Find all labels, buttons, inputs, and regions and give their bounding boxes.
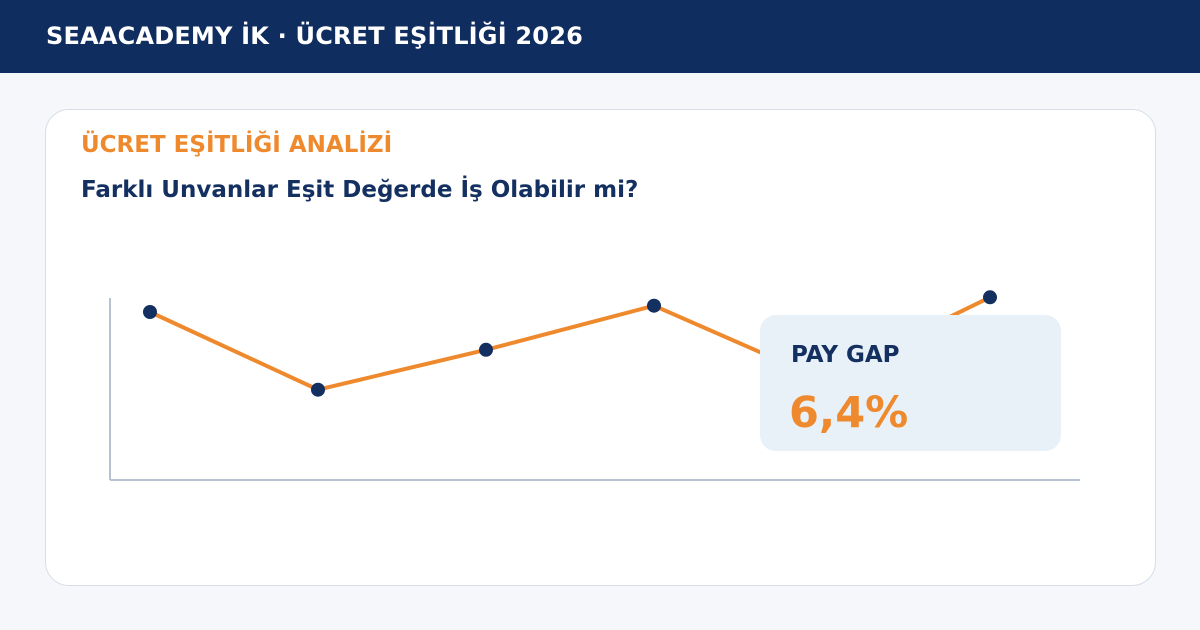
header-title: SEAACADEMY İK · ÜCRET EŞİTLİĞİ 2026: [46, 22, 583, 50]
card-eyebrow: ÜCRET EŞİTLİĞİ ANALİZİ: [81, 132, 393, 158]
pay-gap-value: 6,4%: [789, 388, 909, 438]
pay-gap-label: PAY GAP: [791, 342, 900, 368]
card-headline: Farklı Unvanlar Eşit Değerde İş Olabilir…: [81, 177, 639, 203]
header-bar: SEAACADEMY İK · ÜCRET EŞİTLİĞİ 2026: [0, 0, 1200, 73]
pay-gap-box: PAY GAP 6,4%: [760, 315, 1061, 451]
